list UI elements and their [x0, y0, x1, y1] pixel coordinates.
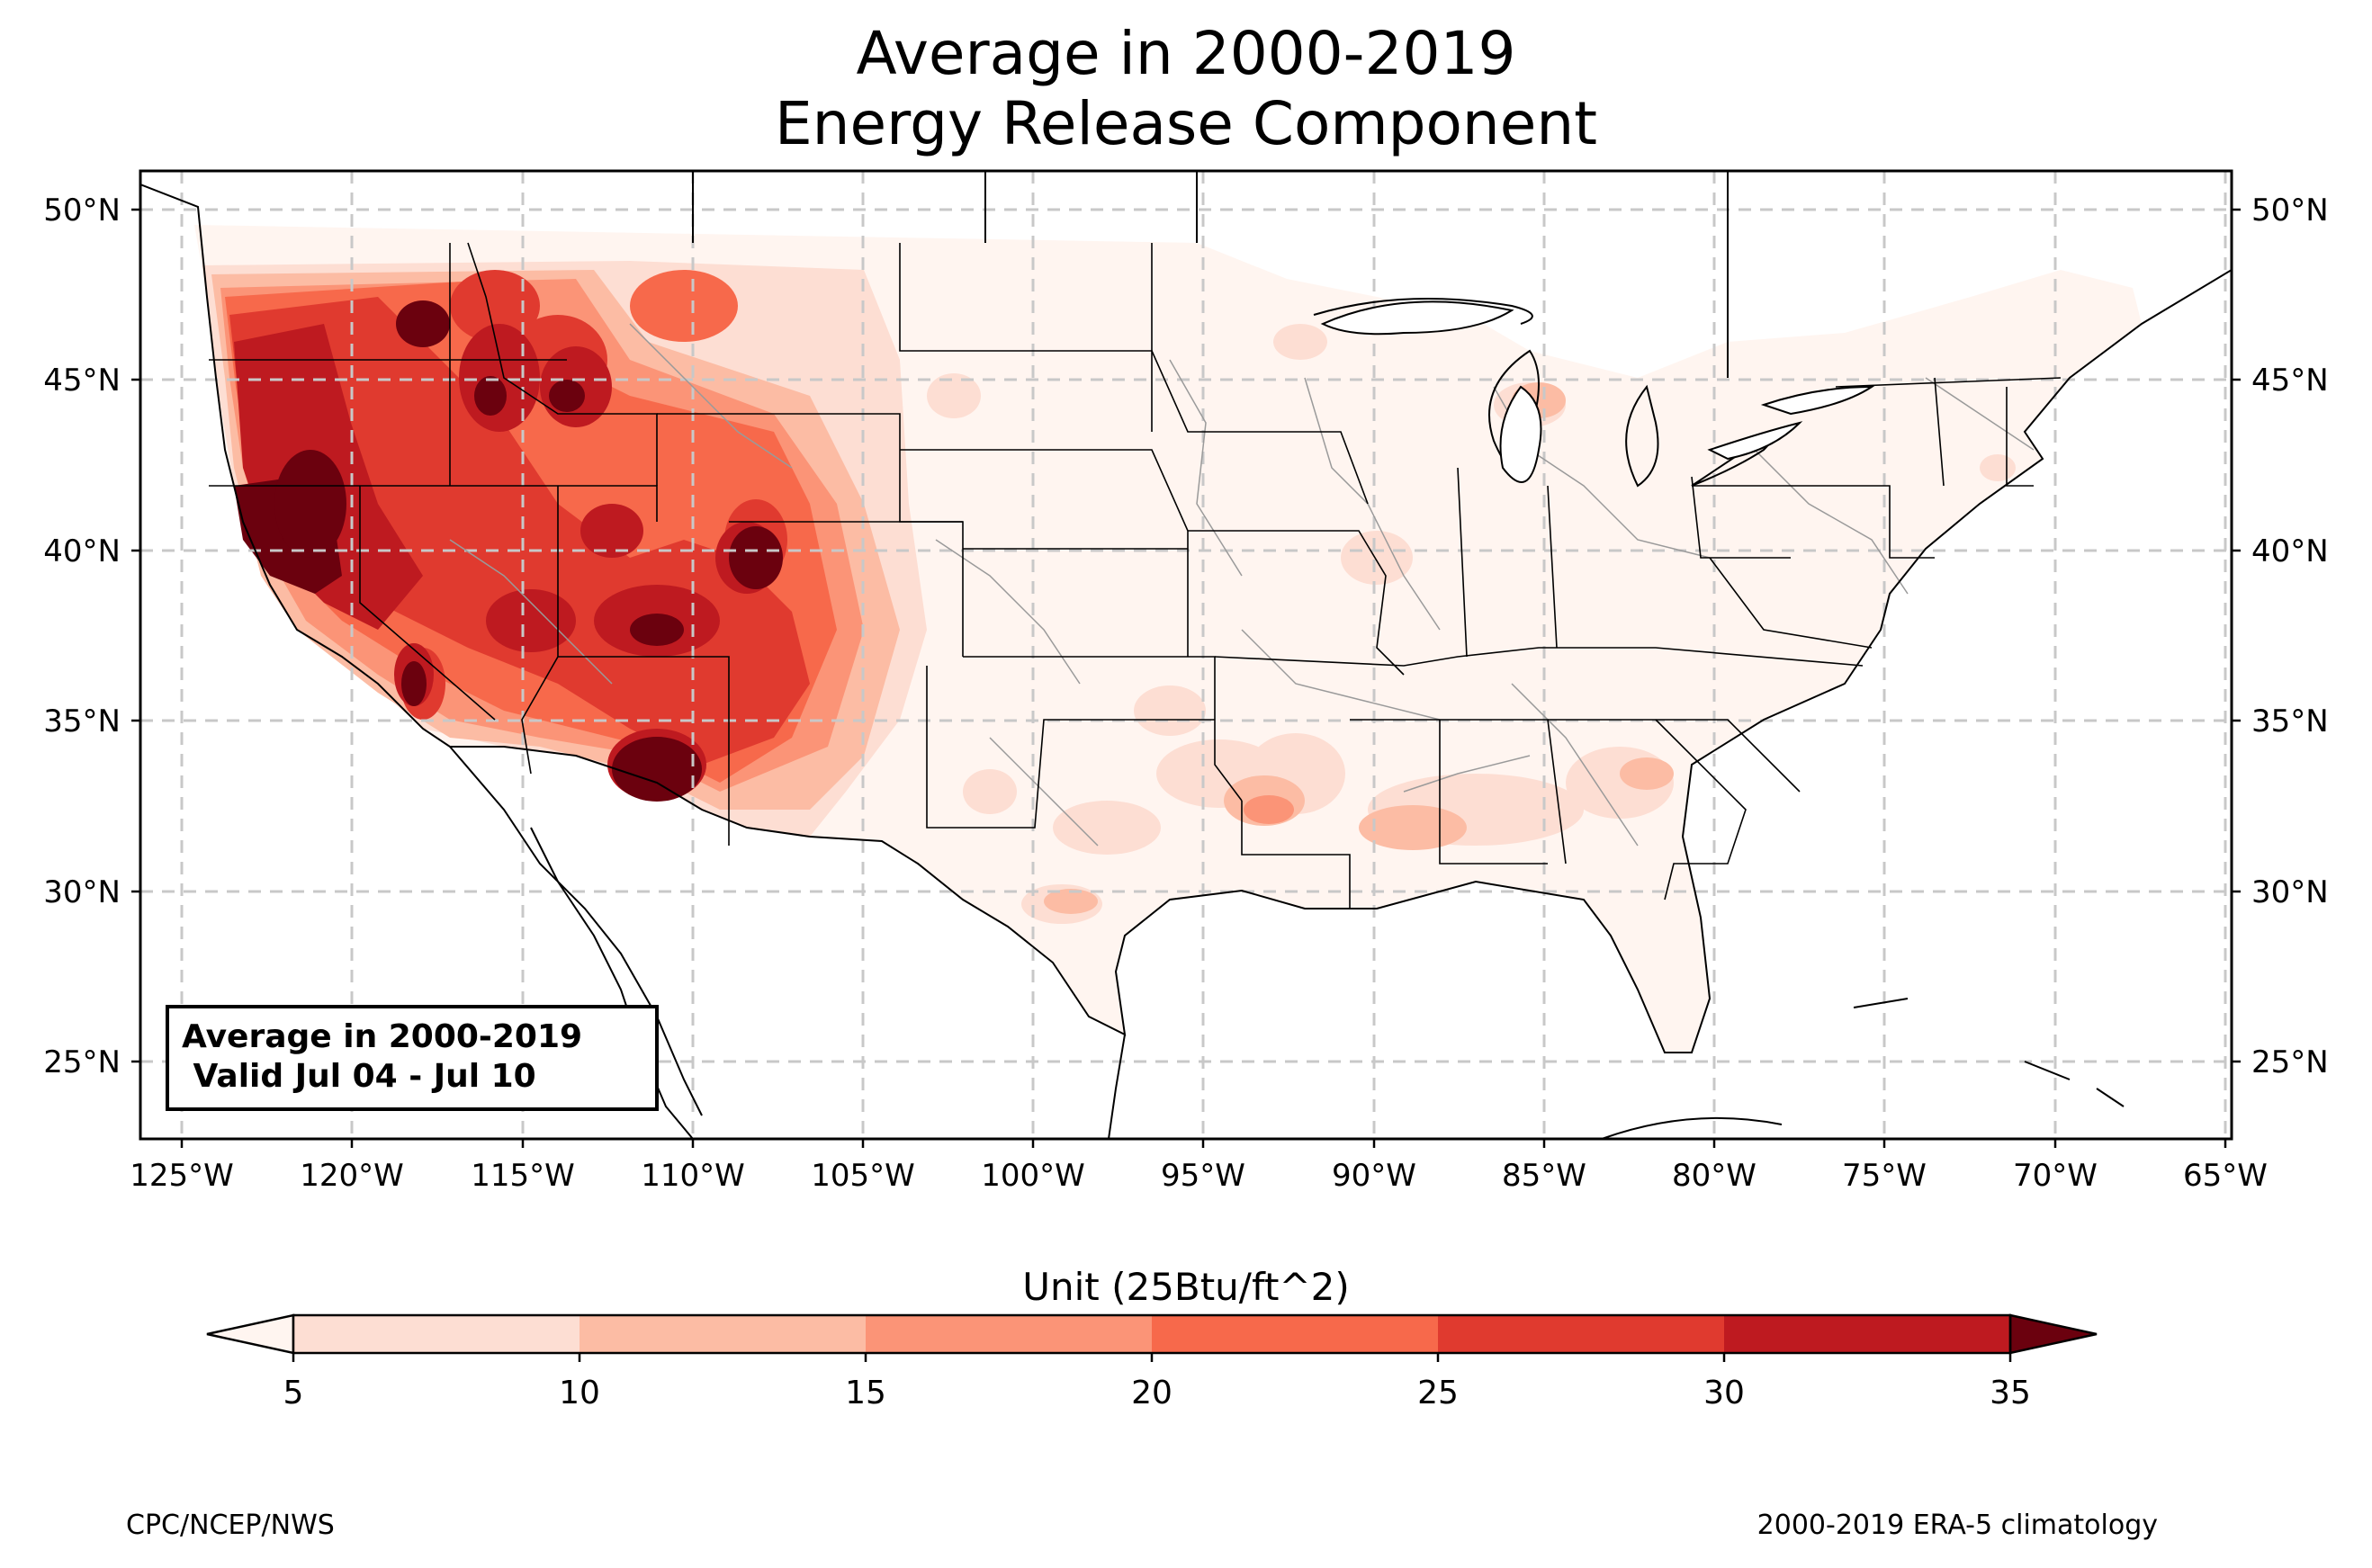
map-gridlines	[140, 171, 2232, 1139]
lat-label: 45°N	[43, 363, 121, 399]
lat-label: 50°N	[2251, 193, 2329, 228]
lat-labels-right: 50°N 45°N 40°N 35°N 30°N 25°N	[2251, 193, 2329, 1080]
colorbar-swatch	[580, 1315, 866, 1353]
lat-labels-left: 50°N 45°N 40°N 35°N 30°N 25°N	[43, 193, 121, 1080]
lat-label: 30°N	[2251, 874, 2329, 910]
footer-source: CPC/NCEP/NWS	[126, 1510, 335, 1541]
lon-label: 105°W	[811, 1158, 915, 1194]
lon-label: 80°W	[1672, 1158, 1757, 1194]
great-lakes	[1320, 300, 1875, 483]
colorbar-tick-label: 30	[1703, 1375, 1745, 1411]
lon-label: 85°W	[1502, 1158, 1586, 1194]
valid-period-box: Average in 2000-2019 Valid Jul 04 - Jul …	[166, 1005, 659, 1111]
lon-label: 65°W	[2183, 1158, 2268, 1194]
colorbar-swatch	[1152, 1315, 1438, 1353]
lon-label: 90°W	[1332, 1158, 1416, 1194]
lon-label: 95°W	[1161, 1158, 1245, 1194]
lon-label: 110°W	[641, 1158, 745, 1194]
map-title-line-1: Average in 2000-2019	[856, 19, 1516, 88]
lon-label: 100°W	[981, 1158, 1085, 1194]
colorbar: 5 10 15 20 25 30 35	[206, 1313, 2098, 1411]
lon-label: 70°W	[2013, 1158, 2098, 1194]
colorbar-tick-label: 5	[283, 1375, 304, 1411]
valid-box-line-1: Average in 2000-2019	[182, 1018, 583, 1055]
colorbar-tick-label: 15	[845, 1375, 886, 1411]
colorbar-over-triangle	[2008, 1313, 2098, 1355]
footer-climatology: 2000-2019 ERA-5 climatology	[1757, 1510, 2158, 1541]
colorbar-tick-label: 20	[1131, 1375, 1173, 1411]
colorbar-swatch	[1438, 1315, 1724, 1353]
lat-label: 40°N	[2251, 533, 2329, 569]
axis-tick-marks	[131, 208, 2241, 1148]
state-borders	[209, 242, 2062, 909]
map-title-line-2: Energy Release Component	[774, 89, 1598, 158]
lat-label: 25°N	[43, 1044, 121, 1080]
colorbar-tick-label: 25	[1417, 1375, 1459, 1411]
lat-label: 45°N	[2251, 363, 2329, 399]
colorbar-tick-label: 10	[559, 1375, 600, 1411]
lat-label: 40°N	[43, 533, 121, 569]
colorbar-under-triangle	[206, 1313, 295, 1355]
valid-box-line-2: Valid Jul 04 - Jul 10	[182, 1058, 536, 1095]
map-frame	[139, 169, 2233, 1141]
contour-over-35	[234, 300, 783, 802]
lat-label: 35°N	[43, 703, 121, 739]
lon-label: 115°W	[471, 1158, 575, 1194]
lat-label: 30°N	[43, 874, 121, 910]
colorbar-swatch	[1724, 1315, 2010, 1353]
colorbar-tick-label: 35	[1990, 1375, 2031, 1411]
lon-label: 75°W	[1842, 1158, 1927, 1194]
lon-label: 125°W	[130, 1158, 234, 1194]
lat-label: 50°N	[43, 193, 121, 228]
lat-label: 25°N	[2251, 1044, 2329, 1080]
coastlines	[140, 171, 2232, 1139]
colorbar-unit-label: Unit (25Btu/ft^2)	[1022, 1265, 1350, 1309]
colorbar-swatch	[293, 1315, 580, 1353]
lon-labels: 125°W 120°W 115°W 110°W 105°W 100°W 95°W…	[130, 1158, 2268, 1194]
map-plot-area	[140, 171, 2232, 1139]
colorbar-swatch	[866, 1315, 1152, 1353]
lat-label: 35°N	[2251, 703, 2329, 739]
lon-label: 120°W	[300, 1158, 404, 1194]
